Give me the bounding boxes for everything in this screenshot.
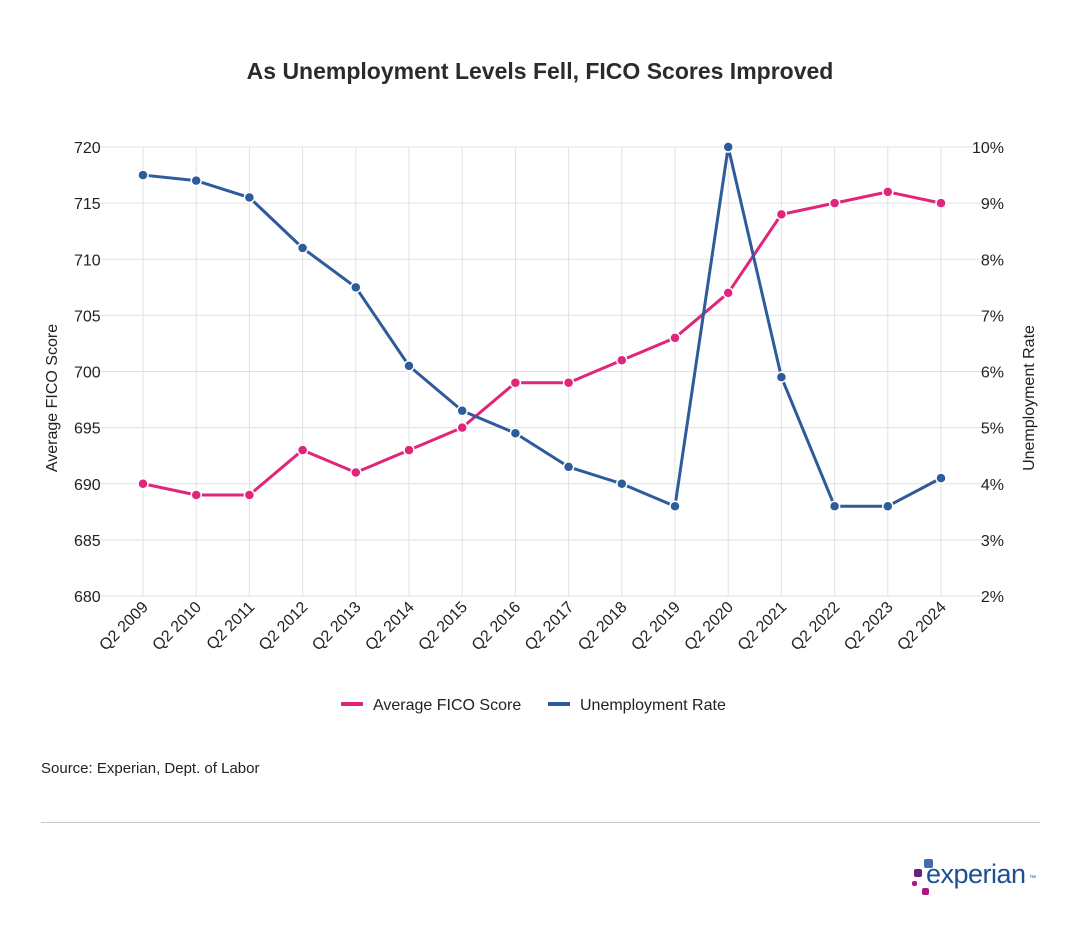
data-point-fico (616, 354, 628, 367)
data-point-unemployment (190, 174, 202, 187)
data-point-unemployment (722, 141, 734, 153)
data-point-unemployment (456, 405, 468, 417)
data-point-fico (828, 197, 841, 209)
series-line-unemployment (141, 145, 943, 508)
y-right-tick-label: 8% (981, 252, 1004, 269)
data-point-fico (722, 287, 734, 299)
legend-label-fico: Average FICO Score (373, 697, 521, 714)
data-point-unemployment (616, 478, 628, 490)
y-right-tick-label: 7% (981, 308, 1004, 325)
x-tick-label: Q2 2018 (575, 599, 630, 654)
data-point-unemployment (562, 461, 575, 473)
source-note: Source: Experian, Dept. of Labor (41, 760, 260, 777)
series-line-fico (141, 190, 943, 497)
y-axis-right-title: Unemployment Rate (1021, 325, 1038, 471)
x-tick-label: Q2 2016 (469, 599, 524, 654)
data-point-unemployment (296, 242, 309, 254)
y-left-tick-label: 685 (74, 533, 101, 550)
x-tick-label: Q2 2024 (894, 599, 949, 654)
x-tick-label: Q2 2013 (309, 599, 364, 654)
y-left-tick-label: 720 (74, 140, 101, 157)
experian-logo: experian ™ (910, 855, 1040, 900)
legend-label-unemployment: Unemployment Rate (580, 697, 726, 714)
data-point-fico (243, 489, 256, 501)
data-point-unemployment (509, 427, 522, 439)
x-tick-label: Q2 2017 (522, 599, 577, 654)
y-left-tick-label: 700 (74, 365, 101, 382)
y-left-tick-label: 680 (74, 589, 101, 606)
chart-title: As Unemployment Levels Fell, FICO Scores… (247, 58, 834, 84)
y-axis-left-title: Average FICO Score (44, 324, 61, 472)
y-left-tick-label: 715 (74, 196, 101, 213)
y-right-tick-label: 5% (981, 421, 1004, 438)
series-lines (137, 141, 947, 512)
data-point-fico (350, 466, 362, 479)
divider (41, 822, 1040, 823)
data-point-unemployment (775, 371, 788, 383)
x-tick-label: Q2 2019 (628, 599, 683, 654)
y-right-tick-label: 6% (981, 365, 1004, 382)
data-point-unemployment (935, 472, 947, 484)
data-point-fico (190, 489, 202, 501)
data-point-fico (935, 197, 947, 209)
x-tick-label: Q2 2009 (96, 599, 151, 654)
data-point-fico (509, 376, 522, 389)
x-tick-label: Q2 2023 (841, 599, 896, 654)
x-tick-label: Q2 2011 (204, 599, 259, 654)
logo-trademark: ™ (1029, 875, 1036, 882)
x-tick-label: Q2 2010 (150, 599, 205, 654)
data-point-fico (775, 208, 788, 221)
y-left-tick-label: 695 (74, 421, 101, 438)
y-right-tick-label: 9% (981, 196, 1004, 213)
data-point-fico (137, 478, 149, 490)
chart: As Unemployment Levels Fell, FICO Scores… (44, 58, 1038, 714)
data-point-unemployment (828, 500, 841, 512)
logo-square-purple (914, 869, 922, 877)
data-point-fico (403, 444, 415, 456)
axes: 680 2% 685 3% 690 4% 695 5% 700 6% 705 7% 710 8% 715 9%… (74, 140, 1004, 654)
legend: Average FICO Score Unemployment Rate (341, 697, 726, 714)
data-point-unemployment (403, 360, 415, 372)
y-left-tick-label: 705 (74, 308, 101, 325)
data-point-fico (882, 186, 894, 198)
data-point-unemployment (350, 281, 362, 294)
x-tick-label: Q2 2012 (256, 599, 311, 654)
y-right-tick-label: 2% (981, 589, 1004, 606)
data-point-unemployment (882, 500, 894, 512)
x-tick-label: Q2 2021 (735, 599, 790, 654)
logo-wordmark: experian (926, 859, 1026, 889)
x-tick-label: Q2 2014 (362, 599, 417, 654)
data-point-unemployment (137, 169, 149, 181)
y-right-tick-label: 10% (972, 140, 1004, 157)
logo-square-dot (912, 881, 917, 886)
grid (90, 146, 993, 597)
x-tick-label: Q2 2015 (416, 599, 471, 654)
y-right-tick-label: 4% (981, 477, 1004, 494)
data-point-unemployment (669, 500, 681, 512)
y-left-tick-label: 690 (74, 477, 101, 494)
x-tick-label: Q2 2022 (788, 599, 843, 654)
x-tick-label: Q2 2020 (682, 599, 737, 654)
logo-square-magenta (922, 888, 929, 895)
data-point-fico (456, 421, 468, 434)
logo-square-blue (924, 859, 933, 868)
data-point-unemployment (243, 191, 256, 204)
y-left-tick-label: 710 (74, 252, 101, 269)
data-point-fico (562, 376, 575, 389)
data-point-fico (669, 332, 681, 344)
y-right-tick-label: 3% (981, 533, 1004, 550)
data-point-fico (296, 444, 309, 456)
